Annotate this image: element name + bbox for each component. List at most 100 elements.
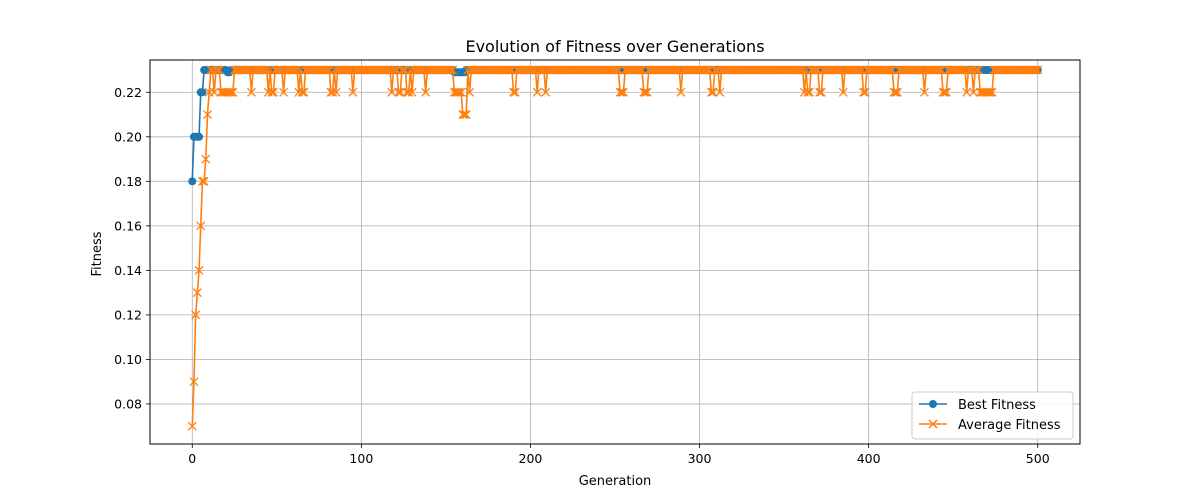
- data-point: [465, 87, 475, 97]
- data-point: [460, 110, 469, 119]
- y-tick-label: 0.12: [114, 307, 142, 322]
- series-layer: [187, 65, 1043, 431]
- data-point: [199, 176, 209, 186]
- data-point: [331, 87, 341, 97]
- data-point: [891, 87, 901, 97]
- data-point: [382, 65, 392, 75]
- data-point: [397, 65, 407, 75]
- data-point: [505, 65, 515, 75]
- data-point: [448, 65, 458, 75]
- data-point: [1033, 65, 1043, 75]
- data-point: [1031, 65, 1041, 75]
- data-point: [421, 87, 431, 97]
- data-point: [639, 87, 649, 97]
- chart-title: Evolution of Fitness over Generations: [465, 37, 764, 56]
- data-point: [289, 65, 299, 75]
- data-point: [213, 65, 223, 75]
- data-point: [404, 87, 414, 97]
- data-point: [940, 87, 950, 97]
- y-tick-label: 0.14: [114, 263, 142, 278]
- data-point: [267, 87, 277, 97]
- y-tick-label: 0.22: [114, 85, 142, 100]
- data-point: [541, 87, 551, 97]
- data-point: [914, 65, 924, 75]
- data-point: [803, 87, 813, 97]
- data-point: [292, 65, 302, 75]
- data-point: [838, 87, 848, 97]
- data-point: [634, 65, 644, 75]
- data-point: [454, 87, 464, 97]
- data-point: [972, 65, 982, 75]
- data-point: [187, 421, 197, 431]
- data-point: [963, 65, 973, 75]
- y-tick-label: 0.08: [114, 396, 142, 411]
- data-point: [671, 65, 681, 75]
- data-point: [815, 87, 825, 97]
- data-point: [195, 132, 204, 141]
- data-point: [226, 87, 236, 97]
- data-point: [637, 65, 647, 75]
- data-point: [987, 87, 997, 97]
- data-point: [1029, 65, 1039, 75]
- data-point: [504, 65, 513, 75]
- legend-entry-average: Average Fitness: [919, 418, 1061, 433]
- data-point: [258, 65, 268, 75]
- axis-ticks: 0 100 200 300 400 500 0.08 0.10 0.12 0.14 0.16 0.18…: [114, 85, 1050, 466]
- data-point: [887, 65, 897, 75]
- data-point: [416, 65, 426, 75]
- data-point: [453, 87, 463, 97]
- data-point: [833, 65, 843, 75]
- data-point: [510, 87, 520, 97]
- data-point: [804, 87, 814, 97]
- data-point: [715, 87, 725, 97]
- legend: Best Fitness Average Fitness: [911, 391, 1074, 440]
- data-point: [676, 87, 686, 97]
- data-point: [886, 65, 896, 75]
- data-point: [860, 87, 870, 97]
- series-markers-average: [187, 65, 1043, 431]
- x-tick-label: 200: [519, 451, 543, 466]
- x-tick-label: 0: [188, 451, 196, 466]
- data-point: [228, 87, 238, 97]
- data-point: [816, 87, 826, 97]
- x-tick-label: 500: [1026, 451, 1050, 466]
- legend-marker-circle: [929, 400, 937, 408]
- data-point: [985, 87, 995, 97]
- x-tick-label: 300: [688, 451, 712, 466]
- data-point: [854, 65, 863, 75]
- legend-marker-x: [928, 419, 938, 429]
- data-point: [933, 65, 943, 75]
- data-point: [211, 65, 221, 75]
- data-point: [279, 87, 289, 97]
- data-point: [268, 87, 278, 97]
- data-point: [859, 87, 869, 97]
- data-point: [297, 87, 307, 97]
- legend-box: [911, 391, 1074, 440]
- data-point: [610, 65, 620, 75]
- data-point: [201, 154, 211, 164]
- data-point: [191, 310, 201, 320]
- data-point: [938, 87, 948, 97]
- data-point: [214, 65, 224, 75]
- data-point: [246, 87, 256, 97]
- data-point: [710, 65, 720, 75]
- data-point: [192, 288, 202, 298]
- data-point: [196, 221, 206, 231]
- data-point: [892, 87, 902, 97]
- data-point: [969, 87, 978, 97]
- data-point: [241, 65, 251, 75]
- data-point: [390, 65, 400, 75]
- data-point: [810, 65, 819, 75]
- data-point: [536, 65, 546, 75]
- data-point: [189, 377, 199, 387]
- data-point: [399, 65, 409, 75]
- data-point: [855, 65, 865, 75]
- data-point: [461, 110, 471, 119]
- data-point: [274, 65, 283, 75]
- y-tick-label: 0.20: [114, 129, 142, 144]
- x-axis-label: Generation: [579, 474, 652, 489]
- data-point: [617, 87, 627, 97]
- data-point: [458, 110, 468, 119]
- data-point: [321, 65, 331, 75]
